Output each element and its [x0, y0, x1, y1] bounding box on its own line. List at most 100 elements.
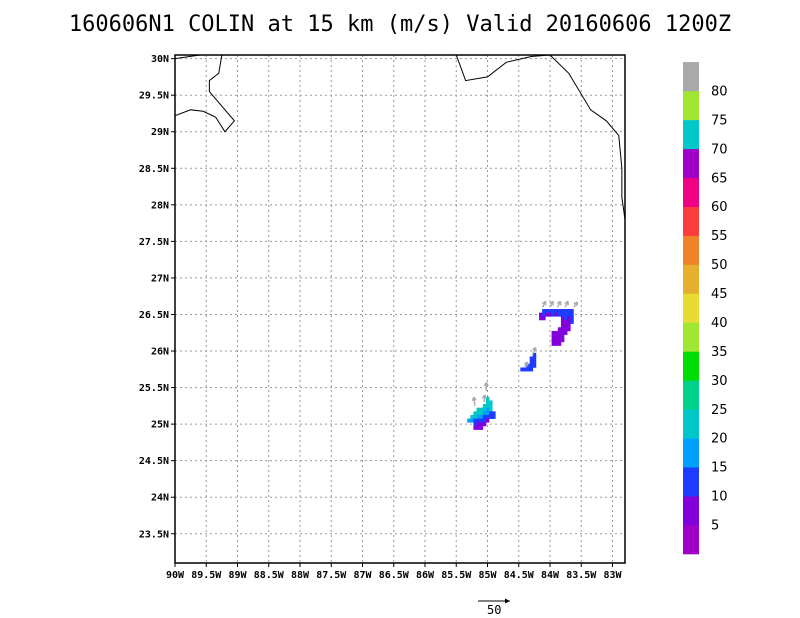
wind-cell: [560, 334, 565, 339]
reference-vector: 50: [478, 598, 510, 617]
wind-cell: [485, 418, 490, 423]
wind-cell: [479, 411, 484, 416]
colorbar-label: 15: [711, 461, 728, 476]
wind-cell: [564, 323, 568, 328]
wind-cell: [564, 316, 568, 321]
colorbar-label: 20: [711, 432, 728, 447]
wind-cell: [485, 411, 490, 416]
colorbar-segment: [683, 496, 699, 526]
wind-cell: [564, 319, 568, 324]
colorbar-label: 5: [711, 519, 719, 534]
lon-tick-label: 89W: [228, 570, 247, 581]
wind-cell: [567, 312, 571, 317]
wind-cell: [557, 341, 562, 346]
wind-cell: [476, 407, 480, 412]
reference-vector-label: 50: [487, 603, 501, 617]
wind-cell: [479, 425, 484, 430]
lon-tick-label: 84W: [541, 570, 560, 581]
wind-cell: [564, 327, 568, 332]
wind-cell: [482, 414, 487, 419]
colorbar-label: 25: [711, 403, 728, 418]
colorbar-segment: [683, 409, 699, 439]
wind-cell: [557, 327, 562, 332]
wind-cell: [557, 338, 562, 343]
wind-cell: [473, 418, 477, 423]
coastline: [175, 55, 236, 133]
colorbar-segment: [683, 206, 699, 236]
wind-cell: [551, 334, 555, 339]
wind-cell: [557, 312, 562, 317]
wind-cell: [545, 312, 549, 317]
wind-cell: [567, 323, 571, 328]
wind-cell: [473, 422, 477, 427]
wind-cell: [564, 309, 568, 313]
wind-cell: [529, 360, 534, 365]
wind-cell: [489, 411, 493, 416]
wind-cell: [548, 312, 552, 317]
lon-tick-label: 87.5W: [316, 570, 347, 581]
colorbar-segment: [683, 235, 699, 265]
wind-cell: [557, 330, 562, 335]
wind-cell: [529, 367, 534, 372]
lat-tick-label: 26N: [151, 347, 169, 358]
wind-cell: [526, 367, 530, 372]
wind-cell: [554, 312, 559, 317]
wind-cell: [479, 414, 484, 419]
chart-title: 160606N1 COLIN at 15 km (m/s) Valid 2016…: [68, 12, 732, 37]
wind-cell: [557, 309, 562, 313]
colorbar-label: 60: [711, 200, 728, 215]
lon-tick-label: 86.5W: [379, 570, 410, 581]
wind-vector: [473, 396, 476, 406]
wind-cell: [554, 330, 559, 335]
wind-cell: [560, 319, 565, 324]
wind-cell: [564, 312, 568, 317]
lat-tick-label: 25N: [151, 420, 169, 431]
colorbar-segment: [683, 264, 699, 294]
lat-tick-label: 24N: [151, 493, 169, 504]
colorbar-segment: [683, 177, 699, 208]
colorbar-segment: [683, 467, 699, 497]
wind-vector-head: [564, 300, 569, 306]
wind-cell: [482, 404, 487, 408]
wind-cell: [551, 330, 555, 335]
wind-cell: [482, 407, 487, 412]
wind-cell: [551, 338, 555, 343]
colorbar-segment: [683, 351, 699, 381]
wind-cell: [560, 327, 565, 332]
wind-cell: [523, 367, 527, 372]
wind-cell: [551, 309, 555, 313]
wind-vectors: [471, 300, 579, 406]
wind-cell: [489, 407, 493, 412]
colorbar-label: 50: [711, 258, 728, 273]
plot-frame: [174, 54, 626, 564]
wind-cells: [467, 309, 574, 430]
wind-cell: [470, 414, 474, 419]
lon-tick-label: 89.5W: [191, 570, 222, 581]
wind-cell: [542, 312, 546, 317]
lon-tick-labels: 90W 89.5W 89W 88.5W 88W 87.5W 87W 86.5W 86W 85.5W…: [166, 563, 623, 581]
wind-cell: [557, 334, 562, 339]
wind-cell: [476, 422, 480, 427]
wind-cell: [532, 356, 537, 361]
wind-cell: [545, 309, 549, 313]
colorbar-segment: [683, 380, 699, 410]
colorbar-segment: [683, 438, 699, 468]
wind-cell: [489, 404, 493, 408]
wind-cell: [492, 414, 496, 419]
colorbar-segment: [683, 90, 699, 121]
lon-tick-label: 83.5W: [566, 570, 597, 581]
lat-tick-label: 27N: [151, 273, 169, 284]
wind-vector-head: [483, 382, 489, 387]
lat-tick-label: 29N: [151, 127, 169, 138]
colorbar-segment: [683, 119, 699, 150]
wind-cell: [473, 414, 477, 419]
coastlines: [175, 55, 625, 220]
colorbar-label: 80: [711, 84, 728, 99]
wind-cell: [570, 316, 574, 321]
wind-cell: [551, 312, 555, 317]
lat-tick-label: 24.5N: [139, 456, 169, 467]
wind-cell: [554, 309, 559, 313]
wind-vector-head: [471, 396, 477, 402]
wind-cell: [476, 414, 480, 419]
